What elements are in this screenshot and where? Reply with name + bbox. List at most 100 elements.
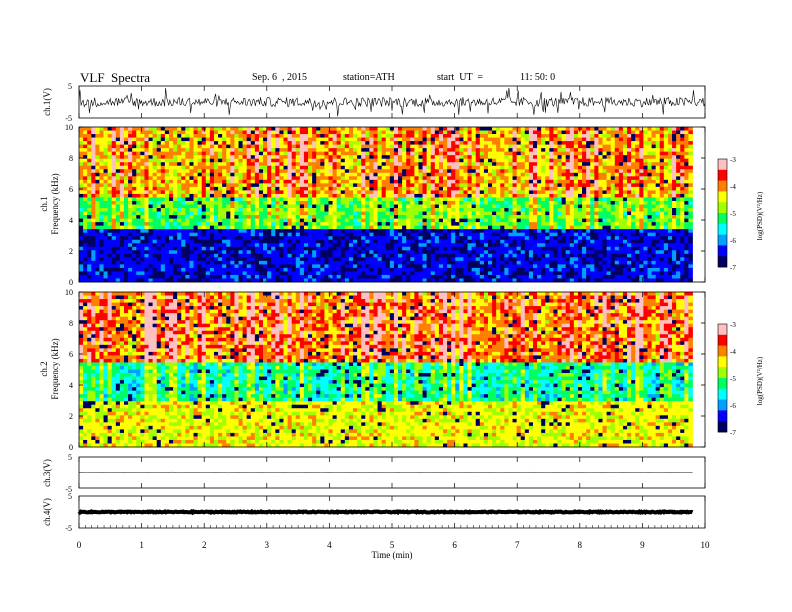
spectrogram-cell bbox=[189, 169, 194, 174]
spectrogram-cell bbox=[438, 127, 444, 131]
spectrogram-cell bbox=[492, 190, 497, 195]
spectrogram-cell bbox=[152, 204, 158, 209]
spectrogram-cell bbox=[549, 186, 554, 191]
spectrogram-cell bbox=[479, 130, 485, 135]
spectrogram-cell bbox=[103, 239, 109, 244]
spectrogram-cell bbox=[357, 137, 362, 142]
spectrogram-cell bbox=[475, 148, 481, 153]
spectrogram-cell bbox=[107, 141, 113, 146]
spectrogram-cell bbox=[672, 158, 677, 163]
spectrogram-cell bbox=[443, 232, 448, 237]
spectrogram-cell bbox=[520, 211, 526, 216]
spectrogram-cell bbox=[156, 243, 162, 248]
spectrogram-cell bbox=[357, 141, 362, 146]
spectrogram-cell bbox=[385, 165, 391, 170]
spectrogram-cell bbox=[647, 176, 652, 181]
spectrogram-cell bbox=[614, 211, 620, 216]
spectrogram-cell bbox=[643, 141, 648, 146]
spectrogram-cell bbox=[291, 151, 297, 156]
spectrogram-cell bbox=[618, 229, 624, 234]
spectrogram-cell bbox=[230, 186, 235, 191]
spectrogram-cell bbox=[537, 225, 542, 230]
spectrogram-cell bbox=[189, 193, 194, 198]
spectrogram-cell bbox=[524, 218, 530, 223]
spectrogram-cell bbox=[622, 193, 628, 198]
spectrogram-cell bbox=[308, 229, 313, 234]
spectrogram-cell bbox=[651, 190, 657, 195]
spectrogram-cell bbox=[663, 162, 669, 167]
spectrogram-cell bbox=[246, 144, 252, 149]
spectrogram-cell bbox=[144, 229, 149, 234]
spectrogram-cell bbox=[201, 186, 207, 191]
spectrogram-cell bbox=[410, 155, 415, 160]
spectrogram-cell bbox=[647, 239, 652, 244]
spectrogram-cell bbox=[496, 200, 501, 205]
spectrogram-cell bbox=[443, 186, 448, 191]
spectrogram-cell bbox=[651, 158, 657, 163]
spectrogram-cell bbox=[614, 144, 620, 149]
spectrogram-cell bbox=[659, 183, 665, 188]
spectrogram-cell bbox=[651, 239, 657, 244]
spectrogram-cell bbox=[197, 144, 203, 149]
spectrogram-cell bbox=[189, 151, 194, 156]
spectrogram-cell bbox=[144, 176, 149, 181]
spectrogram-cell bbox=[406, 197, 411, 202]
spectrogram-cell bbox=[402, 158, 407, 163]
spectrogram-cell bbox=[418, 200, 423, 205]
spectrogram-cell bbox=[426, 232, 432, 237]
spectrogram-cell bbox=[222, 169, 227, 174]
spectrogram-cell bbox=[561, 193, 567, 198]
spectrogram-cell bbox=[197, 215, 203, 219]
spectrogram-cell bbox=[684, 186, 689, 191]
spectrogram-cell bbox=[377, 215, 383, 219]
spectrogram-cell bbox=[573, 158, 579, 163]
spectrogram-cell bbox=[340, 193, 346, 198]
spectrogram-cell bbox=[651, 165, 657, 170]
spectrogram-cell bbox=[451, 239, 456, 244]
spectrogram-cell bbox=[680, 232, 685, 237]
spectrogram-cell bbox=[549, 172, 554, 177]
spectrogram-cell bbox=[606, 211, 612, 216]
spectrogram-cell bbox=[688, 183, 693, 188]
spectrogram-cell bbox=[218, 218, 223, 223]
spectrogram-cell bbox=[672, 204, 677, 209]
spectrogram-cell bbox=[496, 186, 501, 191]
spectrogram-cell bbox=[561, 158, 567, 163]
spectrogram-cell bbox=[316, 148, 321, 153]
spectrogram-cell bbox=[87, 158, 92, 163]
spectrogram-cell bbox=[308, 232, 313, 237]
spectrogram-cell bbox=[312, 215, 317, 219]
spectrogram-cell bbox=[213, 239, 219, 244]
spectrogram-cell bbox=[328, 127, 333, 131]
spectrogram-cell bbox=[532, 225, 538, 230]
spectrogram-cell bbox=[168, 134, 174, 138]
spectrogram-cell bbox=[627, 215, 632, 219]
spectrogram-cell bbox=[680, 137, 685, 142]
spectrogram-cell bbox=[639, 179, 644, 184]
spectrogram-cell bbox=[238, 179, 243, 184]
spectrogram-cell bbox=[291, 229, 297, 234]
spectrogram-cell bbox=[348, 130, 354, 135]
spectrogram-cell bbox=[218, 148, 223, 153]
spectrogram-cell bbox=[508, 151, 513, 156]
spectrogram-cell bbox=[614, 229, 620, 234]
spectrogram-cell bbox=[504, 169, 509, 174]
spectrogram-cell bbox=[651, 208, 657, 212]
spectrogram-cell bbox=[598, 200, 603, 205]
spectrogram-cell bbox=[254, 155, 260, 160]
spectrogram-cell bbox=[324, 134, 329, 138]
spectrogram-cell bbox=[250, 179, 256, 184]
spectrogram-cell bbox=[173, 197, 178, 202]
spectrogram-cell bbox=[340, 186, 346, 191]
spectrogram-cell bbox=[258, 148, 264, 153]
spectrogram-cell bbox=[520, 172, 526, 177]
spectrogram-cell bbox=[246, 190, 252, 195]
spectrogram-cell bbox=[283, 193, 288, 198]
spectrogram-cell bbox=[168, 211, 174, 216]
spectrogram-cell bbox=[328, 176, 333, 181]
spectrogram-cell bbox=[234, 130, 239, 135]
spectrogram-cell bbox=[275, 158, 280, 163]
spectrogram-cell bbox=[361, 158, 366, 163]
spectrogram-cell bbox=[410, 134, 415, 138]
spectrogram-cell bbox=[193, 204, 199, 209]
